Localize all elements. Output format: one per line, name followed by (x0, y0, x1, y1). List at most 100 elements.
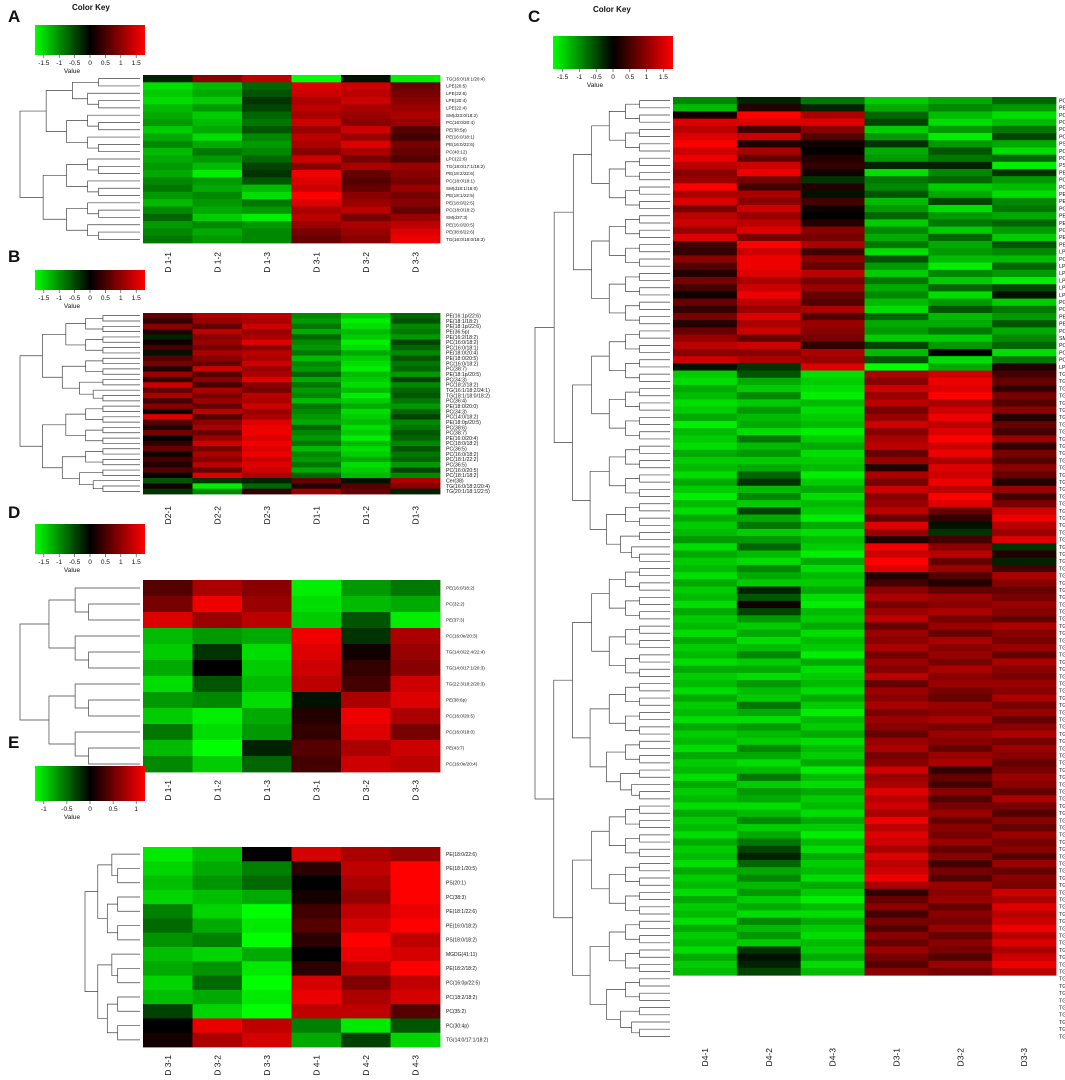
row-label: TG(20:0/18:1/22:6) (1059, 372, 1065, 378)
heatmap-cell (800, 154, 865, 163)
heatmap-cell (192, 676, 243, 693)
heatmap-cell (992, 550, 1057, 559)
heatmap-cell (390, 228, 441, 237)
heatmap-cell (928, 399, 993, 407)
heatmap-cell (242, 206, 292, 215)
heatmap-cell (192, 904, 243, 919)
heatmap-cell (864, 334, 929, 343)
heatmap-cell (992, 924, 1057, 933)
row-label: PE(16:0/22:6) (446, 142, 475, 147)
heatmap-cell (864, 946, 929, 955)
dendrogram-branch (102, 448, 140, 455)
row-label: TG(18:1/22:6/22:6) (1059, 379, 1065, 385)
heatmap-cell (673, 269, 738, 278)
heatmap-cell (192, 756, 243, 773)
heatmap-cell (390, 148, 441, 156)
row-label: PC(38:6) (446, 425, 467, 431)
column-label: D2-3 (262, 506, 272, 525)
heatmap-cell (864, 348, 929, 357)
heatmap-cell (864, 809, 929, 818)
heatmap-cell (673, 831, 738, 839)
heatmap-cell (673, 111, 738, 119)
row-label: TG(18:3/18:3/22:6) (1059, 689, 1065, 695)
dendrogram-branch (639, 769, 670, 778)
heatmap-cell (291, 387, 342, 394)
heatmap-cell (800, 312, 865, 321)
heatmap-cell (928, 507, 993, 515)
heatmap-cell (673, 629, 738, 638)
heatmap-cell (192, 155, 243, 164)
heatmap-cell (800, 816, 865, 825)
heatmap-cell (864, 744, 929, 753)
heatmap-cell (736, 680, 802, 688)
heatmap-cell (864, 802, 929, 811)
heatmap-cell (800, 687, 865, 695)
heatmap-cell (341, 221, 391, 229)
heatmap-cell (341, 708, 391, 725)
heatmap-cell (673, 665, 738, 674)
heatmap-cell (673, 514, 738, 523)
heatmap-cell (390, 947, 441, 962)
heatmap-cell (736, 845, 802, 854)
column-label: D 4-2 (361, 1055, 371, 1076)
heatmap-cell (800, 896, 865, 904)
heatmap-cell (390, 456, 441, 463)
heatmap-cell (928, 600, 993, 609)
heatmap-cell (864, 435, 929, 443)
heatmap-cell (736, 478, 802, 487)
row-label: PC(38:3) (446, 895, 466, 901)
heatmap-cell (864, 269, 929, 278)
heatmap-cell (736, 608, 802, 616)
row-labels: PE(16:1p/22:6)PE(18:1/18:2)PE(18:1p/22:6… (446, 313, 490, 495)
heatmap-cell (673, 564, 738, 573)
heatmap-cell (341, 344, 391, 351)
row-label: TG(18:1/22:6/22:6) (1059, 386, 1065, 392)
heatmap-cell (341, 456, 391, 463)
dendrogram-branch (591, 830, 610, 890)
row-label: TG(20:2/18:2/22:6) (1059, 473, 1065, 479)
heatmap-cell (673, 334, 738, 343)
heatmap-cells (143, 75, 441, 244)
heatmap-cell (928, 284, 993, 292)
dendrogram-branch (102, 336, 140, 343)
heatmap-cell (800, 874, 865, 883)
heatmap-cell (928, 125, 993, 134)
heatmap-cell (928, 291, 993, 299)
heatmap-cell (143, 904, 193, 919)
heatmap-cell (390, 430, 441, 436)
heatmap-cell (242, 162, 292, 171)
heatmap-cell (341, 472, 391, 479)
heatmap-cell (992, 183, 1057, 191)
row-label: TG(14:0/22:4/22:4) (446, 650, 485, 655)
heatmap-cell (736, 197, 802, 206)
row-label: TG(16:2/17:1/22:6) (1059, 912, 1065, 918)
heatmap-cell (992, 406, 1057, 415)
heatmap-cell (390, 344, 441, 351)
heatmap-cell (673, 154, 738, 163)
heatmap-cell (800, 780, 865, 789)
heatmap-cell (864, 773, 929, 782)
dendrogram-branch (625, 449, 640, 465)
heatmap-cell (928, 514, 993, 523)
heatmap-cell (242, 104, 292, 112)
heatmap-cell (992, 370, 1057, 379)
column-label: D 3-3 (262, 1055, 272, 1076)
heatmap-cell (928, 176, 993, 184)
heatmap-cell (341, 1018, 391, 1034)
heatmap-cell (390, 467, 441, 474)
row-label: PE(38:5p) (446, 127, 467, 132)
heatmap-cell (928, 521, 993, 530)
heatmap-cell (928, 356, 993, 364)
heatmap-cell (341, 213, 391, 222)
dendrogram-branch (639, 906, 670, 915)
color-key-tick-label: 1 (645, 74, 649, 81)
row-label: PE(38:6/22:6) (446, 230, 475, 235)
heatmap-cell (242, 904, 292, 919)
row-label: TG(14:0/17:1/20:3) (446, 666, 485, 671)
column-label: D 3-3 (410, 252, 420, 273)
heatmap-cell (291, 875, 342, 891)
dendrogram-branch (625, 391, 640, 407)
heatmap-cell (673, 147, 738, 155)
heatmap-cell (673, 910, 738, 919)
row-dendrogram (19, 78, 140, 240)
